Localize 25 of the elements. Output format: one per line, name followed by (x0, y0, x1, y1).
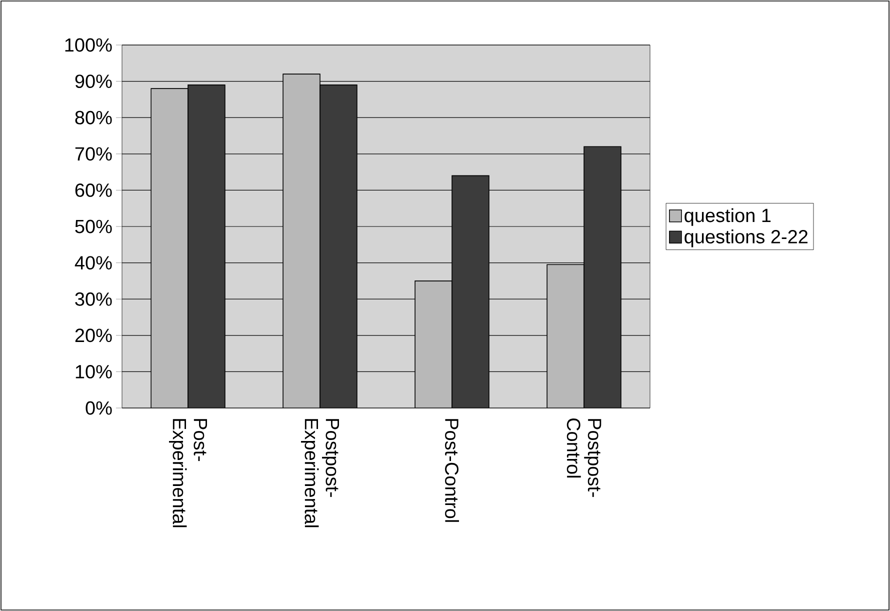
bar (452, 175, 490, 408)
bar (546, 264, 584, 408)
y-tick-label: 90% (75, 74, 112, 88)
bar (414, 280, 452, 408)
bar (282, 74, 320, 408)
y-tick-label: 10% (76, 364, 112, 378)
y-tick-label: 60% (75, 183, 112, 197)
bar (150, 88, 188, 408)
x-tick-label: Postpost-Control (566, 418, 602, 497)
bar (584, 146, 622, 408)
y-tick-label: 0% (86, 401, 112, 415)
y-tick-label: 80% (75, 110, 112, 124)
y-tick-label: 100% (65, 38, 112, 52)
y-tick-label: 50% (75, 220, 112, 234)
bar (188, 84, 226, 408)
legend-label: question 1 (684, 208, 771, 226)
x-tick-label: Postpost-Experimental (301, 419, 340, 528)
x-tick-label: Post-Control (445, 419, 459, 522)
y-tick-label: 30% (75, 292, 112, 306)
x-tick-label: Post-Experimental (169, 419, 208, 528)
bar (320, 84, 358, 408)
y-tick-label: 70% (75, 147, 112, 161)
y-tick-label: 40% (74, 256, 112, 270)
legend-label: questions 2-22 (684, 229, 808, 248)
y-tick-label: 20% (75, 328, 112, 342)
